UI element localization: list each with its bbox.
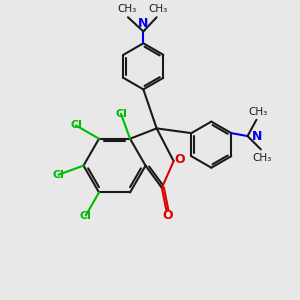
Text: Cl: Cl [52,170,64,180]
Text: CH₃: CH₃ [253,153,272,163]
Text: N: N [138,17,148,30]
Text: N: N [252,130,262,142]
Text: Cl: Cl [80,211,92,220]
Text: Cl: Cl [115,109,127,119]
Text: CH₃: CH₃ [148,4,168,14]
Text: CH₃: CH₃ [117,4,136,14]
Text: Cl: Cl [70,120,82,130]
Text: O: O [175,153,185,166]
Text: O: O [162,209,173,222]
Text: CH₃: CH₃ [248,107,268,117]
